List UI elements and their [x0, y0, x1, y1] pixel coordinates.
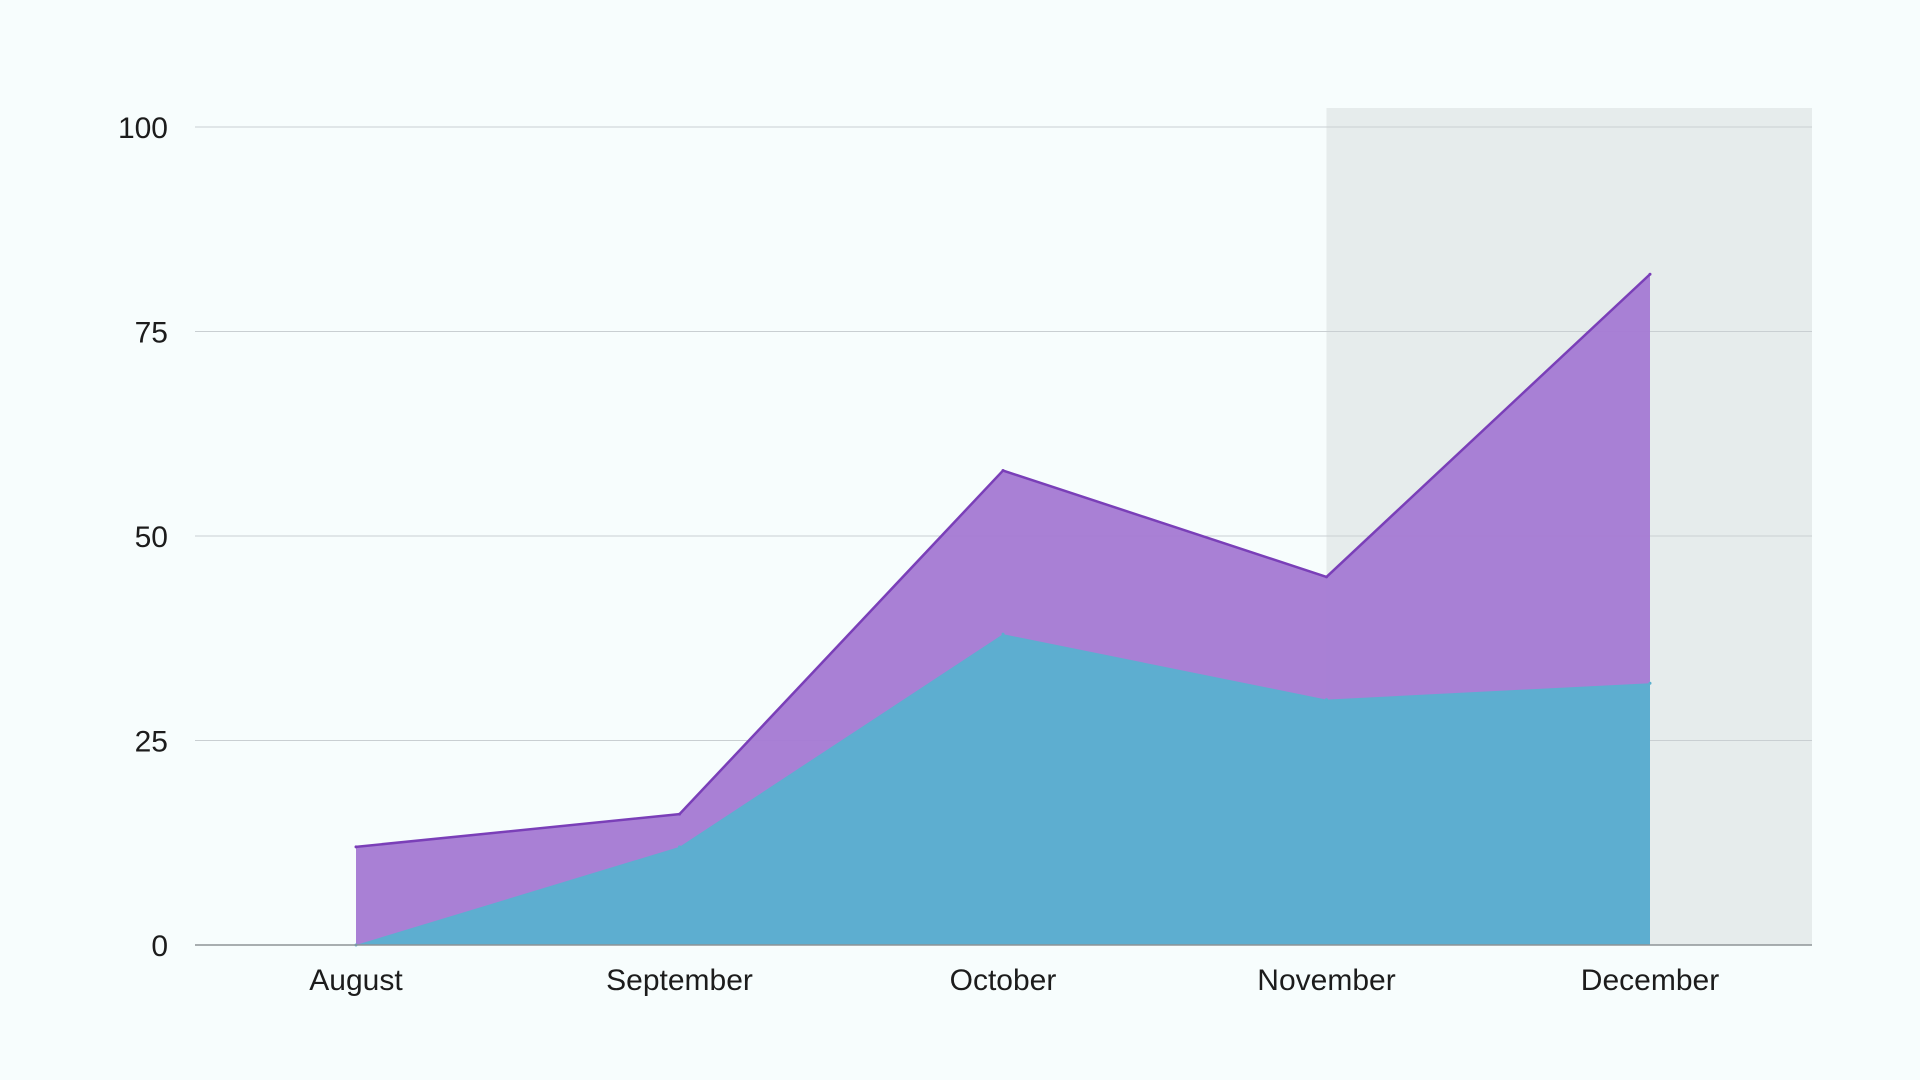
series-2-area — [356, 634, 1650, 945]
series-1-point — [1325, 575, 1328, 579]
y-tick-label: 100 — [118, 112, 168, 145]
x-axis-tick-labels: August September October November December — [309, 964, 1719, 997]
y-tick-label: 25 — [135, 726, 168, 759]
series-1-point — [678, 812, 681, 816]
series-2-point — [1325, 698, 1328, 702]
y-tick-label: 0 — [151, 930, 168, 963]
x-tick-label: September — [606, 964, 753, 997]
series-1-point — [1001, 469, 1005, 473]
series-2-point — [1648, 681, 1652, 685]
x-tick-label: October — [950, 964, 1057, 997]
series-areas — [354, 272, 1652, 947]
series-2-point — [678, 845, 681, 849]
x-tick-label: August — [309, 964, 403, 997]
y-tick-label: 75 — [135, 317, 168, 350]
series-2-point — [1001, 632, 1005, 636]
series-1-point — [1648, 272, 1652, 276]
y-axis-tick-labels: 0 25 50 75 100 — [118, 112, 168, 963]
series-1-point — [354, 845, 358, 849]
x-tick-label: December — [1581, 964, 1719, 997]
y-tick-label: 50 — [135, 521, 168, 554]
x-tick-label: November — [1257, 964, 1395, 997]
